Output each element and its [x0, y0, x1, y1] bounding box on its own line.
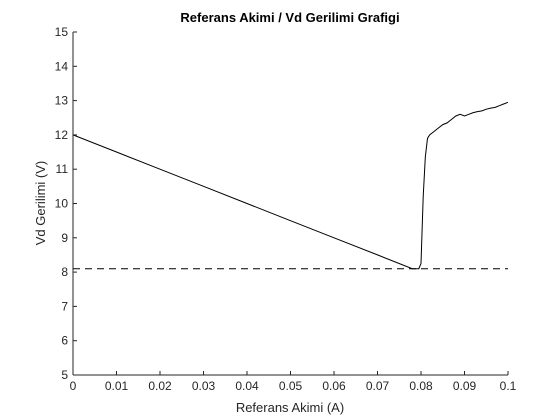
- x-tick-label: 0.09: [453, 379, 477, 393]
- plot-area: [73, 32, 508, 375]
- x-tick-label: 0.02: [148, 379, 172, 393]
- y-tick-label: 13: [55, 94, 69, 108]
- y-tick-label: 6: [61, 334, 68, 348]
- x-tick-label: 0.07: [366, 379, 390, 393]
- y-tick-label: 12: [55, 128, 69, 142]
- y-tick-label: 8: [61, 265, 68, 279]
- x-tick-label: 0.08: [409, 379, 433, 393]
- x-tick-label: 0.06: [322, 379, 346, 393]
- x-tick-label: 0.05: [279, 379, 303, 393]
- y-tick-label: 9: [61, 231, 68, 245]
- y-tick-label: 7: [61, 299, 68, 313]
- y-axis-label: Vd Gerilimi (V): [33, 161, 48, 246]
- data-series-line: [72, 101, 509, 270]
- x-tick-label: 0.01: [105, 379, 129, 393]
- y-tick-label: 5: [61, 368, 68, 382]
- x-tick-label: 0.1: [500, 379, 517, 393]
- x-tick-label: 0.03: [192, 379, 216, 393]
- y-tick-label: 11: [56, 162, 69, 176]
- ticks-group: 0 0.01 0.02 0.03 0.04 0.05 0.06 0.07 0.08 0.09 0.1…: [55, 25, 517, 393]
- x-tick-label: 0.04: [235, 379, 259, 393]
- x-tick-label: 0: [70, 379, 77, 393]
- y-tick-label: 10: [55, 197, 69, 211]
- series-group: [72, 101, 509, 270]
- y-tick-label: 14: [55, 59, 69, 73]
- x-axis-label: Referans Akimi (A): [236, 400, 344, 415]
- y-tick-label: 15: [55, 25, 69, 39]
- chart-title: Referans Akimi / Vd Gerilimi Grafigi: [180, 10, 399, 25]
